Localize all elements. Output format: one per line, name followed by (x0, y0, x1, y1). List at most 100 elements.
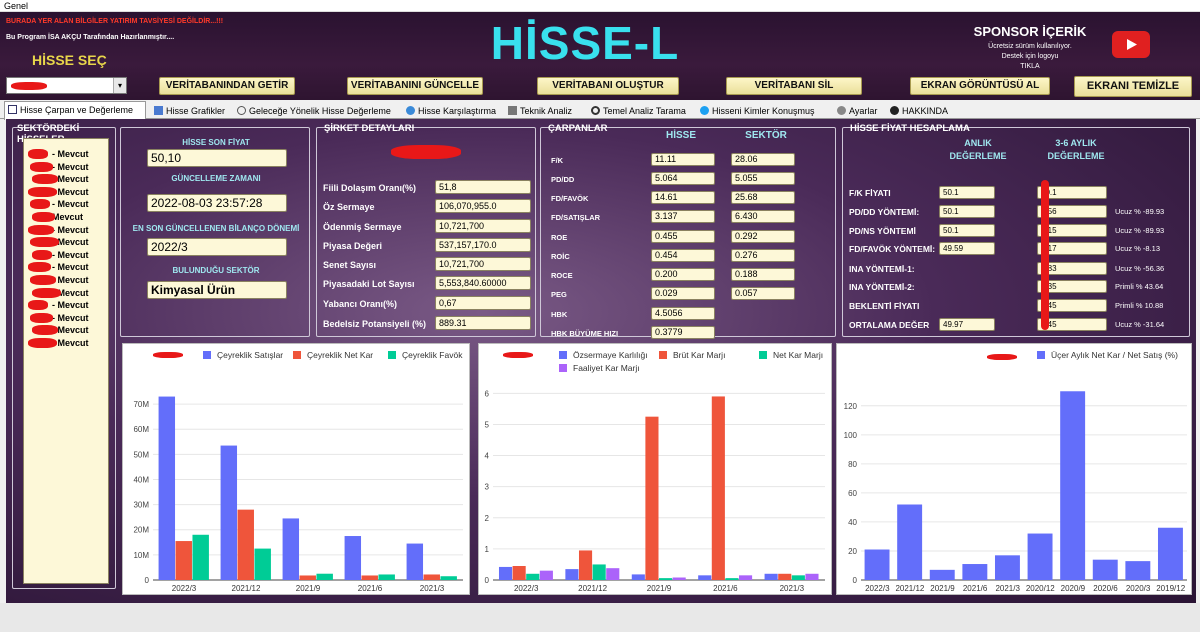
multiple-stock-value[interactable]: 14.61 (651, 191, 715, 204)
tab-fundamental-screening[interactable]: Temel Analiz Tarama (588, 103, 692, 119)
sector-stock-item[interactable]: - Mevcut (52, 275, 89, 285)
company-row-label: Ödenmiş Sermaye (323, 222, 402, 232)
company-row-value[interactable]: 537,157,170.0 (435, 238, 531, 252)
company-row-label: Piyasadaki Lot Sayısı (323, 279, 415, 289)
tab-multiples[interactable]: Hisse Çarpan ve Değerleme (4, 101, 146, 120)
sector-stock-item[interactable]: - Mevcut (52, 325, 89, 336)
warning-text: BURADA YER ALAN BİLGİLER YATIRIM TAVSİYE… (6, 18, 224, 25)
screenshot-button[interactable]: EKRAN GÖRÜNTÜSÜ AL (910, 77, 1050, 95)
sector-field[interactable]: Kimyasal Ürün (147, 281, 287, 299)
multiple-sector-value[interactable]: 6.430 (731, 210, 795, 223)
valuation-instant-value[interactable]: 50.1 (939, 224, 995, 237)
company-row-value[interactable]: 10,721,700 (435, 219, 531, 233)
multiple-stock-value[interactable]: 0.029 (651, 287, 715, 300)
tab-charts[interactable]: Hisse Grafikler (151, 103, 229, 119)
legend-label: Çeyreklik Satışlar (217, 350, 283, 360)
x-tick-label: 2021/9 (647, 584, 672, 593)
tab-about[interactable]: HAKKINDA (887, 103, 949, 119)
create-database-button[interactable]: VERİTABANI OLUŞTUR (537, 77, 679, 95)
sector-stock-item[interactable]: Mevcut (52, 212, 84, 222)
multiple-sector-value[interactable]: 5.055 (731, 172, 795, 185)
sector-stock-item[interactable]: - Mevcut (52, 338, 89, 348)
valuation-instant-value[interactable]: 50.1 (939, 205, 995, 218)
sector-stock-item[interactable]: - Mevcut (52, 300, 89, 311)
tab-technical-analysis[interactable]: Teknik Analiz (505, 103, 583, 119)
multiple-sector-value[interactable]: 0.276 (731, 249, 795, 262)
company-row-value[interactable]: 5,553,840.60000 (435, 276, 531, 290)
sector-stock-item[interactable]: - Mevcut (52, 312, 89, 323)
bar-1-2 (526, 573, 540, 580)
sponsor-line-2: Destek için logoyu (1001, 53, 1059, 60)
valuation-instant-value[interactable]: 50.1 (939, 186, 995, 199)
redacted-mark (391, 145, 461, 159)
y-tick-label: 60 (848, 489, 857, 498)
multiple-stock-value[interactable]: 11.11 (651, 153, 715, 166)
multiple-stock-value[interactable]: 0.454 (651, 249, 715, 262)
bar-2-0 (864, 549, 890, 580)
multiple-stock-value[interactable]: 0.455 (651, 230, 715, 243)
multiples-sector-header: SEKTÖR (745, 130, 787, 141)
company-row-value[interactable]: 51,8 (435, 180, 531, 194)
update-database-button[interactable]: VERİTABANINI GÜNCELLE (347, 77, 483, 95)
x-tick-label: 2020/9 (1061, 584, 1086, 593)
sector-stock-item[interactable]: - Mevcut (52, 186, 89, 197)
multiple-sector-value[interactable]: 25.68 (731, 191, 795, 204)
multiple-stock-value[interactable]: 0.200 (651, 268, 715, 281)
tab-who-talked[interactable]: Hisseni Kimler Konuşmuş (697, 103, 829, 119)
sector-stock-item[interactable]: - Mevcut (52, 287, 89, 298)
sector-stock-item[interactable]: - Mevcut (52, 237, 89, 248)
redacted-mark (32, 249, 52, 260)
tab-comparison[interactable]: Hisse Karşılaştırma (403, 103, 500, 119)
company-row-value[interactable]: 10,721,700 (435, 257, 531, 271)
legend-swatch (293, 351, 301, 359)
globe-icon (406, 106, 415, 115)
multiple-stock-value[interactable]: 5.064 (651, 172, 715, 185)
sector-stock-item[interactable]: - Mevcut (52, 174, 89, 185)
sector-stock-item[interactable]: - Mevcut (52, 199, 89, 210)
valuation-instant-value[interactable]: 49.97 (939, 318, 995, 331)
youtube-logo-icon[interactable] (1112, 31, 1150, 58)
redacted-mark (30, 237, 59, 248)
sector-stock-item[interactable]: - Mevcut (52, 149, 89, 159)
multiple-sector-value[interactable]: 0.188 (731, 268, 795, 281)
updated-field[interactable]: 2022-08-03 23:57:28 (147, 194, 287, 212)
delete-database-button[interactable]: VERİTABANI SİL (726, 77, 862, 95)
sector-stock-item[interactable]: - Mevcut (52, 224, 89, 235)
multiple-sector-value[interactable]: 28.06 (731, 153, 795, 166)
balance-period-field[interactable]: 2022/3 (147, 238, 287, 256)
sector-stock-item[interactable]: - Mevcut (52, 249, 89, 260)
multiple-stock-value[interactable]: 4.5056 (651, 307, 715, 320)
bar-1-3 (739, 575, 753, 580)
bar-2-0 (1157, 527, 1183, 580)
sector-stock-item[interactable]: - Mevcut (52, 161, 89, 172)
tab-future-valuation[interactable]: Geleceğe Yönelik Hisse Değerleme (234, 103, 398, 119)
multiple-sector-value[interactable]: 0.057 (731, 287, 795, 300)
multiple-label: HBK BÜYÜME HIZI (551, 329, 619, 338)
company-row-label: Piyasa Değeri (323, 241, 383, 251)
company-row-value[interactable]: 106,070,955.0 (435, 199, 531, 213)
x-tick-label: 2022/3 (172, 584, 197, 593)
clear-screen-button[interactable]: EKRANI TEMİZLE (1074, 76, 1192, 97)
tab-settings[interactable]: Ayarlar (834, 103, 882, 119)
valuation-label: PD/NS YÖNTEMİ (849, 226, 916, 236)
sector-stocks-list[interactable]: - Mevcut - Mevcut - Mevcut - Mevcut - Mevcut… (23, 138, 109, 584)
multiple-stock-value[interactable]: 0.3779 (651, 326, 715, 339)
y-tick-label: 3 (485, 483, 490, 492)
valuation-note: Primli % 43.64 (1115, 282, 1164, 291)
chevron-down-icon[interactable]: ▾ (113, 78, 126, 93)
bar-0-0 (406, 543, 424, 580)
fetch-database-button[interactable]: VERİTABANINDAN GETİR (159, 77, 295, 95)
valuation-note: Ucuz % -56.36 (1115, 264, 1165, 273)
sector-stock-item[interactable]: - Mevcut (52, 262, 89, 273)
price-field[interactable]: 50,10 (147, 149, 287, 167)
multiple-stock-value[interactable]: 3.137 (651, 210, 715, 223)
multiple-sector-value[interactable]: 0.292 (731, 230, 795, 243)
company-row-value[interactable]: 889.31 (435, 316, 531, 330)
y-tick-label: 2 (485, 514, 490, 523)
bar-1-3 (539, 570, 553, 580)
valuation-instant-value[interactable]: 49.59 (939, 242, 995, 255)
legend-swatch (559, 351, 567, 359)
company-row-value[interactable]: 0,67 (435, 296, 531, 310)
chart-quarterly-sales-svg: 0 10M 20M 30M 40M 50M 60M 70M 2022/3 2021/12 2021/… (133, 350, 463, 593)
stock-select-dropdown[interactable]: ▾ (6, 77, 127, 94)
